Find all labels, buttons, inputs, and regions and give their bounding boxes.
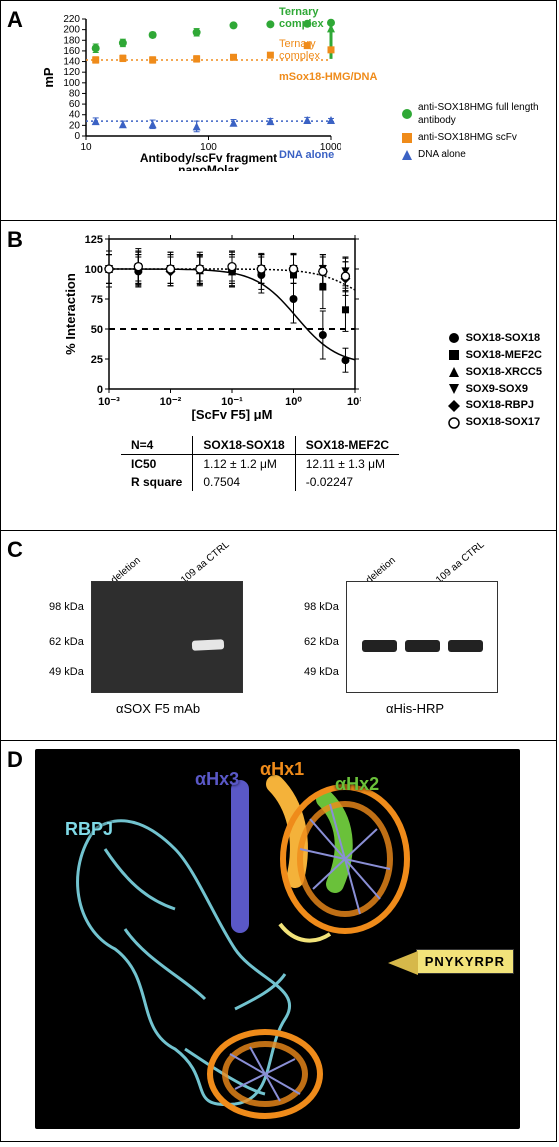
svg-text:nanoMolar: nanoMolar (178, 163, 239, 171)
anno-ternary-green: Ternary complex (279, 7, 324, 30)
anno-dna-alone: DNA alone (279, 149, 334, 161)
svg-text:25: 25 (91, 354, 103, 366)
svg-text:60: 60 (69, 99, 81, 110)
circle-filled-icon (448, 332, 460, 344)
svg-text:100: 100 (85, 264, 103, 276)
legend-b: SOX18-SOX18 SOX18-MEF2C SOX18-XRCC5 SOX9… (448, 331, 542, 432)
square-icon (402, 133, 412, 143)
band (192, 639, 224, 651)
protein-structure: RBPJ αHx3 αHx1 αHx2 PNYKYRPR (35, 749, 520, 1129)
svg-text:200: 200 (63, 25, 80, 36)
legend-a-label: DNA alone (418, 148, 466, 161)
panel-b: B 025507510012510⁻³10⁻²10⁻¹10⁰10¹% Inter… (1, 221, 556, 531)
mw-label: 62 kDa (49, 636, 84, 648)
svg-text:20: 20 (69, 120, 81, 131)
panel-a-label: A (7, 7, 23, 33)
circle-open-icon (448, 417, 460, 429)
band (448, 640, 483, 652)
legend-a-row: anti-SOX18HMG scFv (402, 131, 548, 144)
svg-text:100: 100 (63, 78, 80, 89)
svg-text:120: 120 (63, 67, 80, 78)
svg-text:% Interaction: % Interaction (63, 273, 78, 355)
blot-caption: αHis-HRP (386, 701, 444, 716)
structure-svg (35, 749, 520, 1129)
legend-a-row: anti-SOX18HMG full length antibody (402, 101, 548, 127)
legend-a-label: anti-SOX18HMG full length antibody (418, 101, 548, 127)
figure-container: A 02040608010012014016018020022010100100… (0, 0, 557, 1142)
svg-text:140: 140 (63, 57, 80, 68)
mw-label: 98 kDa (49, 601, 84, 613)
panel-c: C deletion 109 aa CTRL 98 kDa 62 kDa 49 … (1, 531, 556, 741)
svg-text:50: 50 (91, 324, 103, 336)
label-hx3: αHx3 (195, 769, 239, 790)
triangle-icon (402, 150, 412, 160)
panel-a: A 02040608010012014016018020022010100100… (1, 1, 556, 221)
circle-icon (402, 109, 412, 119)
label-rbpj: RBPJ (65, 819, 113, 840)
mw-label: 98 kDa (304, 601, 339, 613)
triangle-filled-icon (448, 366, 460, 378)
svg-text:40: 40 (69, 110, 81, 121)
anno-ternary-orange: Ternary complex (279, 39, 320, 62)
svg-text:10: 10 (80, 142, 92, 153)
blot-caption: αSOX F5 mAb (116, 701, 200, 716)
table-row: IC50 1.12 ± 1.2 μM 12.11 ± 1.3 μM (121, 455, 399, 474)
panel-d: D (1, 741, 556, 1141)
svg-text:mP: mP (41, 67, 56, 88)
lane-label: 109 aa CTRL (434, 539, 487, 586)
western-blot-left (91, 581, 243, 693)
label-hx1: αHx1 (260, 759, 304, 780)
mw-label: 49 kDa (49, 666, 84, 678)
legend-a-row: DNA alone (402, 148, 548, 161)
lane-label: 109 aa CTRL (179, 539, 232, 586)
svg-text:160: 160 (63, 46, 80, 57)
western-blot-right (346, 581, 498, 693)
svg-text:0: 0 (74, 131, 80, 142)
diamond-filled-icon (448, 400, 460, 412)
triangle-down-icon (448, 383, 460, 395)
svg-text:0: 0 (97, 384, 103, 396)
anno-msox18: mSox18-HMG/DNA (279, 71, 377, 83)
mw-label: 49 kDa (304, 666, 339, 678)
panel-b-label: B (7, 227, 23, 253)
label-hx2: αHx2 (335, 774, 379, 795)
callout-text: PNYKYRPR (416, 949, 514, 974)
arrow-icon (388, 951, 418, 975)
svg-text:10⁰: 10⁰ (285, 396, 302, 408)
svg-text:10¹: 10¹ (347, 396, 361, 408)
band (405, 640, 440, 652)
svg-text:180: 180 (63, 35, 80, 46)
svg-text:220: 220 (63, 14, 80, 25)
panel-d-label: D (7, 747, 23, 773)
svg-text:10⁻²: 10⁻² (160, 396, 182, 408)
square-filled-icon (448, 349, 460, 361)
svg-text:75: 75 (91, 294, 103, 306)
legend-a-label: anti-SOX18HMG scFv (418, 131, 517, 144)
svg-text:125: 125 (85, 234, 103, 246)
sequence-callout: PNYKYRPR (416, 949, 514, 974)
table-b: N=4 SOX18-SOX18 SOX18-MEF2C IC50 1.12 ± … (121, 436, 399, 491)
table-row: R square 0.7504 -0.02247 (121, 473, 399, 491)
band (362, 640, 397, 652)
svg-text:80: 80 (69, 88, 81, 99)
mw-label: 62 kDa (304, 636, 339, 648)
svg-text:10⁻³: 10⁻³ (98, 396, 120, 408)
chart-b: 025507510012510⁻³10⁻²10⁻¹10⁰10¹% Interac… (61, 231, 361, 421)
chart-a: 020406080100120140160180200220101001000m… (41, 11, 341, 171)
svg-text:[ScFv F5] μM: [ScFv F5] μM (192, 407, 273, 421)
panel-c-label: C (7, 537, 23, 563)
legend-a: anti-SOX18HMG full length antibody anti-… (402, 101, 548, 165)
table-row: N=4 SOX18-SOX18 SOX18-MEF2C (121, 436, 399, 455)
